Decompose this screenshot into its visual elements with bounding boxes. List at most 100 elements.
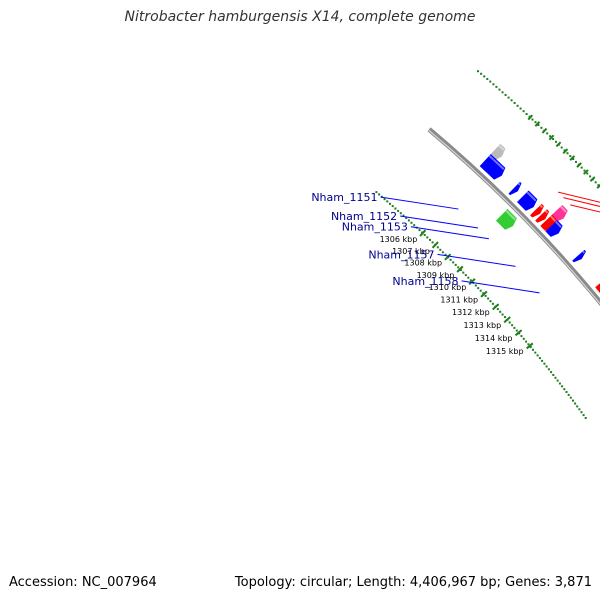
- ring-dot: [563, 149, 566, 152]
- gene-label[interactable]: Nham_1153: [342, 221, 408, 234]
- ring-dot: [520, 335, 523, 338]
- ring-dot: [522, 337, 525, 340]
- gene-arrow[interactable]: [535, 209, 550, 223]
- ring-dot: [441, 251, 444, 254]
- major-tick: [480, 290, 488, 298]
- ring-dot: [534, 121, 537, 124]
- gene-arrow[interactable]: [495, 208, 517, 230]
- gene-arrow[interactable]: [545, 219, 563, 237]
- gene-arrow[interactable]: [529, 203, 545, 218]
- ring-dot: [459, 269, 462, 271]
- ring-dot: [558, 382, 561, 385]
- gene-arrow[interactable]: [572, 249, 587, 263]
- ruler-rings: [375, 70, 600, 419]
- tick-label: 1308 kbp: [404, 259, 442, 268]
- gene-nham_1158[interactable]: [572, 249, 587, 263]
- ring-dot: [531, 118, 534, 121]
- ring-dot: [501, 313, 504, 316]
- label-leader: [400, 215, 479, 229]
- ring-dot: [482, 292, 485, 295]
- ring-dot: [484, 294, 487, 297]
- ring-dot: [489, 300, 492, 303]
- gene-highlight: [549, 215, 556, 222]
- ring-dot: [423, 234, 426, 236]
- outer-tick: [548, 134, 555, 141]
- ring-dot: [391, 205, 394, 208]
- ring-dot: [522, 110, 525, 113]
- gene-arrow[interactable]: [595, 277, 600, 298]
- tick-label: 1309 kbp: [417, 271, 455, 280]
- ring-dot: [546, 132, 549, 135]
- ring-dot: [565, 391, 568, 393]
- major-tick: [468, 278, 476, 286]
- gene-feature[interactable]: [516, 190, 538, 211]
- ring-dot: [487, 297, 490, 300]
- major-tick: [431, 241, 439, 249]
- ring-dot: [554, 376, 557, 379]
- gene-label[interactable]: Nham_1152: [331, 210, 397, 223]
- gene-nham_1152[interactable]: [508, 181, 522, 196]
- ring-dot: [454, 263, 457, 266]
- gene-nham_1157[interactable]: [545, 219, 563, 237]
- ring-dot: [394, 207, 397, 210]
- ring-dot: [449, 258, 452, 261]
- ring-dot: [586, 172, 589, 175]
- ring-dot: [537, 124, 540, 126]
- gene-highlight: [555, 221, 562, 228]
- ring-dot: [580, 166, 583, 169]
- major-tick: [456, 265, 464, 273]
- ring-dot: [504, 94, 507, 96]
- gene-feature[interactable]: [595, 277, 600, 298]
- ring-dot: [527, 343, 530, 346]
- ring-dot: [496, 308, 499, 311]
- ring-dot: [469, 279, 472, 282]
- gene-arrow[interactable]: [483, 157, 506, 180]
- ring-dot: [479, 289, 482, 292]
- gene-nham_1155[interactable]: [535, 209, 550, 223]
- tick-label: 1311 kbp: [440, 296, 478, 305]
- gene-nham_1151[interactable]: [483, 157, 506, 180]
- ring-dot: [508, 321, 511, 324]
- ruler-ticks: 1306 kbp 1307 kbp 1308 kbp 1309 kbp 1310 kbp…: [380, 114, 600, 356]
- gene-label[interactable]: Nham_1158: [392, 275, 458, 288]
- ring-dot: [483, 75, 486, 78]
- gene-arrow[interactable]: [516, 190, 538, 211]
- gene-feature[interactable]: [489, 143, 506, 161]
- genome-summary: Topology: circular; Length: 4,406,967 bp…: [234, 575, 592, 590]
- ring-dot: [513, 102, 516, 104]
- ring-dot: [584, 417, 587, 419]
- ring-dot: [529, 346, 532, 349]
- gene-label[interactable]: Nham_1151: [311, 191, 377, 204]
- ring-dot: [386, 200, 389, 203]
- ring-dot: [525, 340, 528, 343]
- ring-dot: [464, 274, 467, 277]
- gene-highlight: [560, 205, 567, 213]
- ring-dot: [580, 411, 583, 414]
- outer-tick: [562, 148, 569, 154]
- gene-highlight: [526, 191, 537, 202]
- ring-dot: [399, 212, 402, 215]
- gene-nham_1153[interactable]: [495, 208, 517, 230]
- ring-dot: [561, 385, 564, 388]
- label-leader: [461, 280, 540, 294]
- gene-label[interactable]: Nham_1157: [368, 248, 434, 261]
- ring-dot: [495, 85, 498, 88]
- tick-label: 1310 kbp: [429, 283, 467, 292]
- gene-arrow[interactable]: [508, 181, 522, 196]
- ring-dot: [513, 326, 516, 329]
- ring-dot: [541, 359, 544, 362]
- ring-dot: [510, 99, 513, 102]
- ring-dot: [515, 329, 518, 332]
- gene-highlight: [539, 204, 544, 209]
- ring-dot: [378, 193, 381, 196]
- ring-dot: [569, 396, 572, 399]
- gene-features: [479, 143, 600, 298]
- ring-dot: [375, 191, 378, 194]
- label-leader: [570, 204, 600, 213]
- tick-label: 1314 kbp: [475, 334, 513, 343]
- ring-dot: [597, 184, 600, 187]
- ring-dot: [498, 88, 501, 91]
- gene-nham_1154[interactable]: [529, 203, 545, 218]
- ring-dot: [429, 238, 431, 241]
